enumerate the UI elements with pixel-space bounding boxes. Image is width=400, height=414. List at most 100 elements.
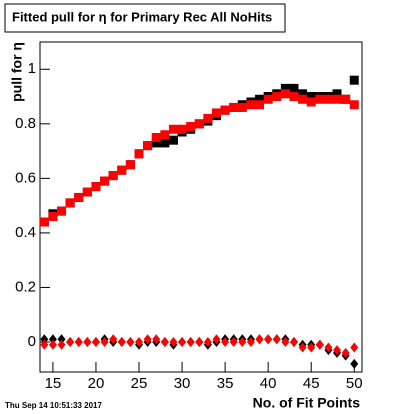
chart-title: Fitted pull for η for Primary Rec All No… xyxy=(12,9,272,24)
square-marker xyxy=(48,212,58,222)
diamond-marker xyxy=(178,337,187,347)
diamond-marker xyxy=(264,334,273,345)
square-marker xyxy=(263,94,273,104)
diamond-marker xyxy=(57,339,66,350)
date-stamp: Thu Sep 14 10:51:33 2017 xyxy=(5,401,102,410)
square-marker xyxy=(108,171,118,181)
diamond-marker xyxy=(186,337,195,347)
diamond-marker xyxy=(117,337,126,347)
square-marker xyxy=(306,97,316,107)
diamond-marker xyxy=(341,347,350,358)
diamond-marker xyxy=(109,334,118,345)
square-marker xyxy=(332,94,342,104)
square-marker xyxy=(349,100,359,110)
square-marker xyxy=(117,165,127,175)
square-marker xyxy=(255,100,265,110)
diamond-marker xyxy=(143,334,152,345)
y-tick-label: 0.2 xyxy=(15,278,36,295)
diamond-marker xyxy=(152,334,161,345)
diamond-marker xyxy=(229,337,238,347)
diamond-marker xyxy=(324,342,333,353)
diamond-marker xyxy=(315,339,324,350)
square-marker xyxy=(143,141,153,151)
square-marker xyxy=(39,217,49,227)
square-marker xyxy=(349,75,359,85)
diamond-marker xyxy=(40,339,49,350)
diamond-marker xyxy=(246,337,255,347)
square-marker xyxy=(289,83,299,93)
x-tick-label: 40 xyxy=(260,375,277,392)
square-marker xyxy=(134,149,144,159)
diamond-marker xyxy=(203,337,212,347)
square-marker xyxy=(186,122,196,132)
diamond-marker xyxy=(126,337,135,347)
square-marker xyxy=(125,160,135,170)
y-tick-label: 0 xyxy=(28,333,36,350)
x-tick-label: 15 xyxy=(45,375,62,392)
diamond-marker xyxy=(333,345,342,356)
diamond-marker xyxy=(255,334,264,345)
y-tick-label: 0.8 xyxy=(15,115,36,132)
diamond-marker xyxy=(48,339,57,350)
square-marker xyxy=(82,187,92,197)
diamond-marker xyxy=(298,342,307,353)
diamond-marker xyxy=(83,337,92,347)
square-marker xyxy=(91,182,101,192)
square-marker xyxy=(255,94,265,104)
x-axis-label: No. of Fit Points xyxy=(253,395,361,411)
square-marker xyxy=(100,176,110,186)
diamond-marker xyxy=(57,334,66,345)
diamond-marker xyxy=(40,334,49,345)
plot-frame xyxy=(39,41,363,373)
square-marker xyxy=(298,89,308,99)
square-marker xyxy=(168,124,178,134)
square-marker xyxy=(341,94,351,104)
diamond-marker xyxy=(160,337,169,347)
square-marker xyxy=(74,192,84,202)
square-marker xyxy=(151,138,161,148)
square-marker xyxy=(168,135,178,145)
diamond-marker xyxy=(100,337,109,347)
diamond-marker xyxy=(195,337,204,347)
square-marker xyxy=(65,198,75,208)
square-marker xyxy=(280,89,290,99)
y-axis-label: pull for η xyxy=(9,42,25,102)
diamond-marker xyxy=(135,337,144,347)
diamond-marker xyxy=(307,342,316,353)
x-tick-label: 25 xyxy=(131,375,148,392)
x-tick-label: 50 xyxy=(346,375,363,392)
square-marker xyxy=(280,83,290,93)
y-tick-label: 1 xyxy=(28,60,36,77)
diamond-marker xyxy=(281,337,290,347)
y-tick-label: 0.6 xyxy=(15,169,36,186)
square-marker xyxy=(306,92,316,102)
x-tick-label: 45 xyxy=(303,375,320,392)
diamond-marker xyxy=(289,337,298,347)
square-marker xyxy=(289,92,299,102)
square-marker xyxy=(57,206,67,216)
square-marker xyxy=(332,89,342,99)
diamond-marker xyxy=(238,337,247,347)
x-tick-label: 20 xyxy=(88,375,105,392)
square-marker xyxy=(151,132,161,142)
square-marker xyxy=(246,100,256,110)
diamond-marker xyxy=(169,337,178,347)
square-marker xyxy=(237,102,247,112)
diamond-marker xyxy=(221,337,230,347)
diamond-marker xyxy=(66,337,75,347)
square-marker xyxy=(194,119,204,129)
y-tick-label: 0.4 xyxy=(15,224,36,241)
square-marker xyxy=(229,102,239,112)
x-tick-label: 30 xyxy=(174,375,191,392)
diamond-marker xyxy=(91,337,100,347)
square-marker xyxy=(160,138,170,148)
square-marker xyxy=(203,113,213,123)
diamond-marker xyxy=(272,334,281,345)
diamond-marker xyxy=(212,334,221,345)
square-marker xyxy=(315,94,325,104)
square-marker xyxy=(323,94,333,104)
diamond-marker xyxy=(350,342,359,353)
diamond-marker xyxy=(350,358,359,369)
square-marker xyxy=(298,94,308,104)
